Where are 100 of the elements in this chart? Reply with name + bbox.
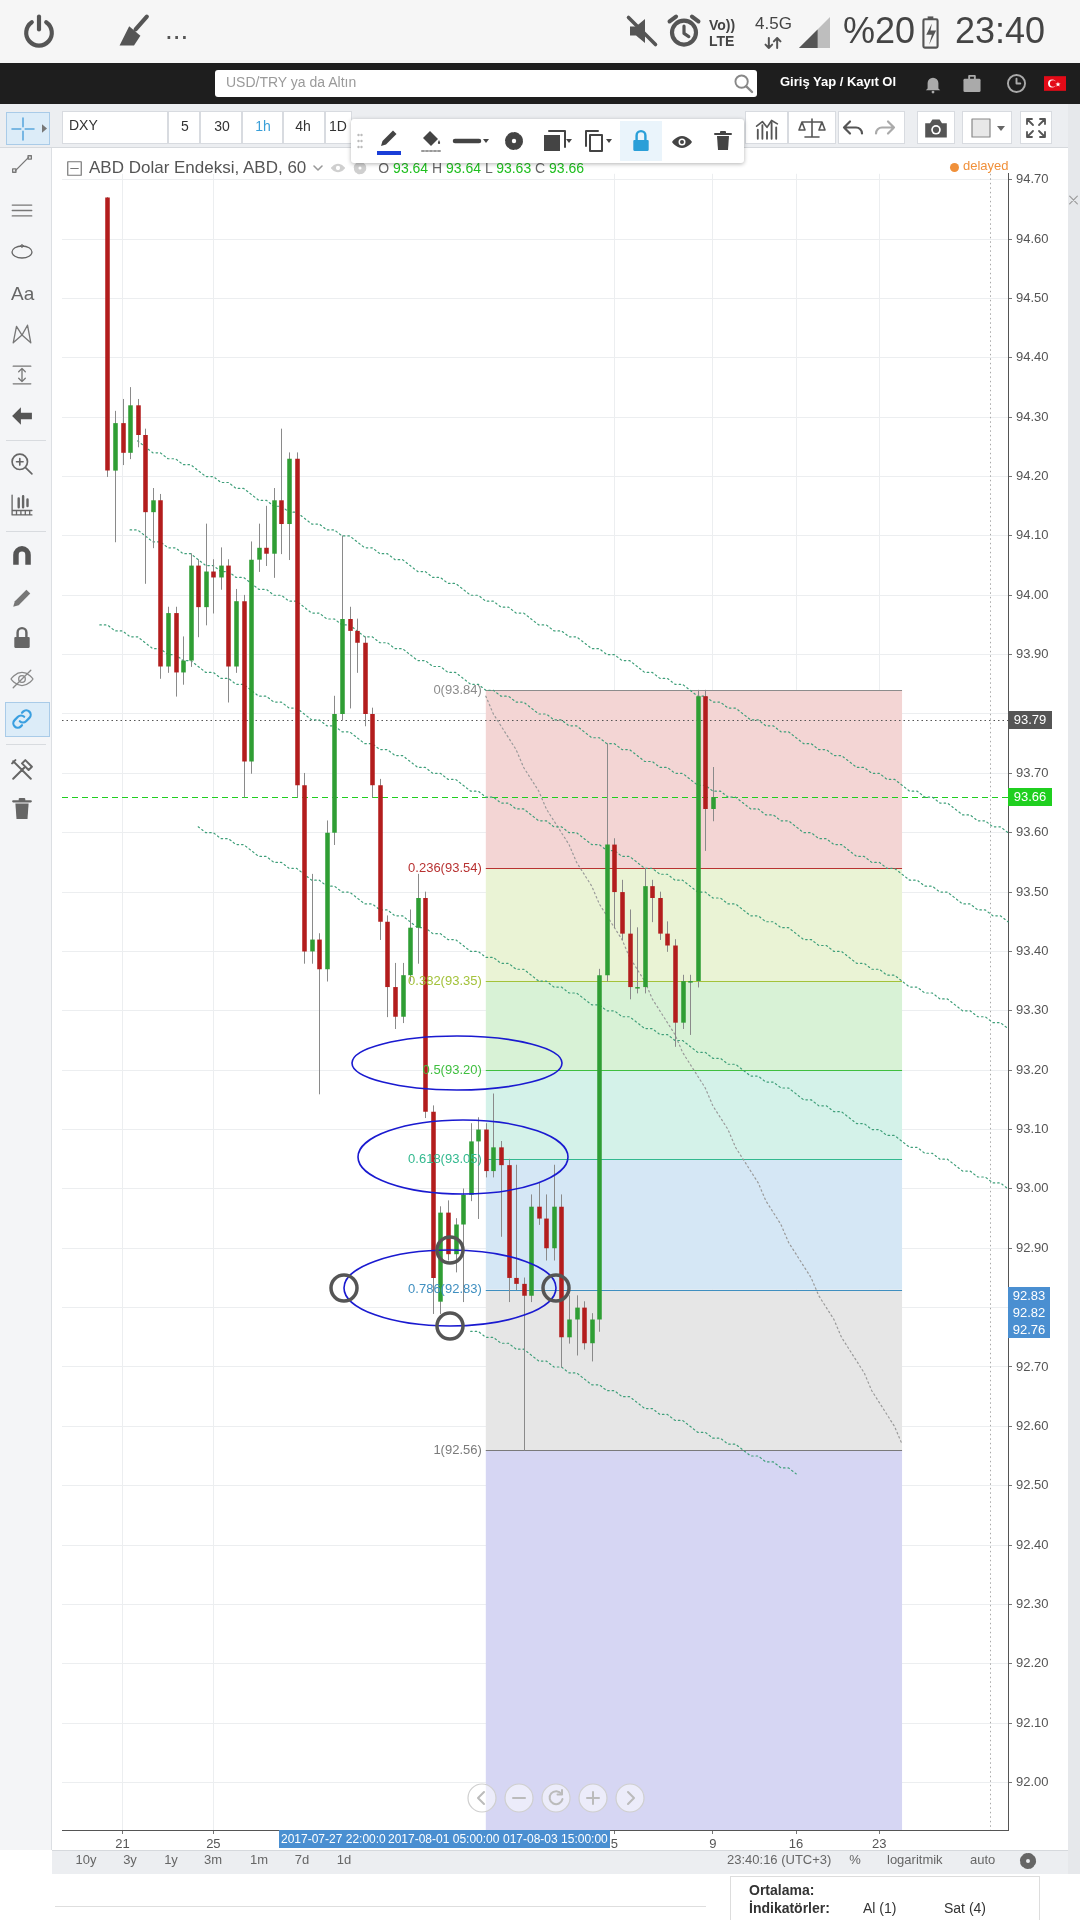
text: 23:40: [955, 10, 1046, 52]
y-tick-label: 92.30: [1016, 1596, 1049, 1611]
y-tick-label: 92.10: [1016, 1714, 1049, 1730]
candlestick: [348, 606, 353, 709]
text: 3y: [123, 1852, 137, 1868]
x-tick-label: 5: [610, 1836, 619, 1852]
candlestick: [711, 766, 716, 822]
y-tick-label: 93.40: [1016, 943, 1049, 959]
text: delayed: [963, 158, 1009, 174]
text: %: [849, 1852, 861, 1868]
candlestick: [688, 974, 693, 1036]
candlestick: [575, 1295, 580, 1356]
y-tick-label: 93.30: [1016, 1002, 1049, 1018]
text: 23:40:16 (UTC+3): [727, 1852, 832, 1868]
text: Al (1): [863, 1900, 897, 1917]
y-tick-label: 93.00: [1016, 1180, 1049, 1196]
ref-line-label: 0(93.84): [433, 681, 482, 697]
text: 017-08-03 15:00:00: [501, 1830, 610, 1848]
line-series: [99, 624, 1009, 1030]
candlestick: [219, 547, 224, 590]
text: 5: [181, 118, 189, 135]
x-tick-label: 16: [788, 1836, 804, 1852]
text: İndikatörler:: [749, 1900, 830, 1917]
ref-line-label: 0.236(93.54): [408, 859, 482, 875]
text: 92.82: [1008, 1304, 1050, 1321]
candlestick: [514, 1164, 519, 1291]
line-series: [137, 440, 1009, 834]
y-tick-label: 94.50: [1016, 290, 1049, 306]
chart-title: ABD Dolar Endeksi, ABD, 60: [89, 158, 307, 178]
text: 4.5G: [755, 14, 792, 34]
y-tick-label: 94.30: [1016, 408, 1049, 424]
y-tick-label: 94.60: [1016, 230, 1049, 246]
text: 10y: [75, 1852, 97, 1868]
line-series: [197, 826, 1009, 1190]
text: %20: [843, 10, 916, 52]
candlestick: [665, 921, 670, 952]
y-tick-label: 93.60: [1016, 824, 1049, 840]
y-tick-label: 94.70: [1016, 171, 1049, 187]
y-tick-label: 94.10: [1016, 527, 1049, 543]
candlestick: [491, 1093, 496, 1178]
text: Sat (4): [944, 1900, 987, 1917]
candlestick: [590, 1313, 595, 1362]
y-tick-label: 92.20: [1016, 1655, 1049, 1671]
ref-line-label: 93.79: [1013, 711, 1047, 727]
candlestick: [279, 428, 284, 555]
candlestick: [310, 873, 315, 964]
text: DXY: [69, 117, 98, 134]
text: USD/TRY ya da Altın: [226, 74, 357, 91]
candlestick: [635, 927, 640, 994]
x-tick-label: 25: [206, 1836, 221, 1852]
y-tick-label: 94.20: [1016, 468, 1049, 484]
y-tick-label: 93.20: [1016, 1061, 1049, 1077]
text: ...: [165, 14, 189, 47]
line-series: [485, 695, 903, 1445]
text: 4h: [295, 118, 311, 135]
y-tick-label: 92.00: [1016, 1774, 1049, 1790]
x-tick-label: 23: [872, 1836, 887, 1852]
y-tick-label: 93.10: [1016, 1121, 1049, 1137]
annotation: O 93.64 H 93.64 L 93.63 C 93.66: [378, 160, 585, 176]
candlestick: [499, 1140, 504, 1237]
text: 3m: [203, 1852, 223, 1868]
x-tick-label: 9: [709, 1836, 717, 1852]
x-tick-label: 21: [115, 1836, 130, 1852]
text: 30: [214, 118, 230, 135]
ref-line-label: 1(92.56): [433, 1441, 482, 1457]
candlestick: [522, 1277, 527, 1451]
candlestick: [181, 636, 186, 685]
candlestick: [151, 487, 156, 549]
y-tick-label: 92.40: [1016, 1536, 1049, 1552]
line-series: [129, 529, 1009, 923]
text: logaritmik: [887, 1852, 943, 1868]
y-tick-label: 92.60: [1016, 1417, 1049, 1433]
y-tick-label: 93.50: [1016, 883, 1049, 899]
text: Aa: [11, 283, 35, 305]
candlestick: [211, 559, 216, 614]
y-tick-label: 94.00: [1016, 586, 1049, 602]
candlestick: [257, 523, 262, 573]
text: auto: [970, 1852, 996, 1868]
ref-line-label: 93.66: [1013, 788, 1047, 804]
text: Giriş Yap / Kayıt Ol: [780, 74, 897, 90]
y-tick-label: 92.90: [1016, 1239, 1049, 1255]
y-tick-label: 94.40: [1016, 349, 1049, 365]
y-tick-label: 93.70: [1016, 764, 1049, 780]
text: 7d: [294, 1852, 310, 1868]
candlestick: [264, 505, 269, 567]
text: 2017-08-01 05:00:00: [386, 1830, 502, 1848]
text: 92.76: [1008, 1321, 1050, 1338]
text: 1d: [336, 1852, 352, 1868]
text: 2017-07-27 22:00:0: [279, 1830, 388, 1848]
text: 1h: [255, 118, 271, 135]
text: Vo)): [709, 17, 736, 34]
text: LTE: [709, 33, 735, 50]
text: 1y: [164, 1852, 178, 1868]
text: 92.83: [1008, 1287, 1050, 1304]
y-tick-label: 93.90: [1016, 646, 1049, 662]
candlestick: [537, 1182, 542, 1226]
candlestick: [355, 618, 360, 673]
text: 1D: [329, 118, 347, 135]
text: Ortalama:: [749, 1882, 815, 1899]
text: 1m: [249, 1852, 269, 1868]
